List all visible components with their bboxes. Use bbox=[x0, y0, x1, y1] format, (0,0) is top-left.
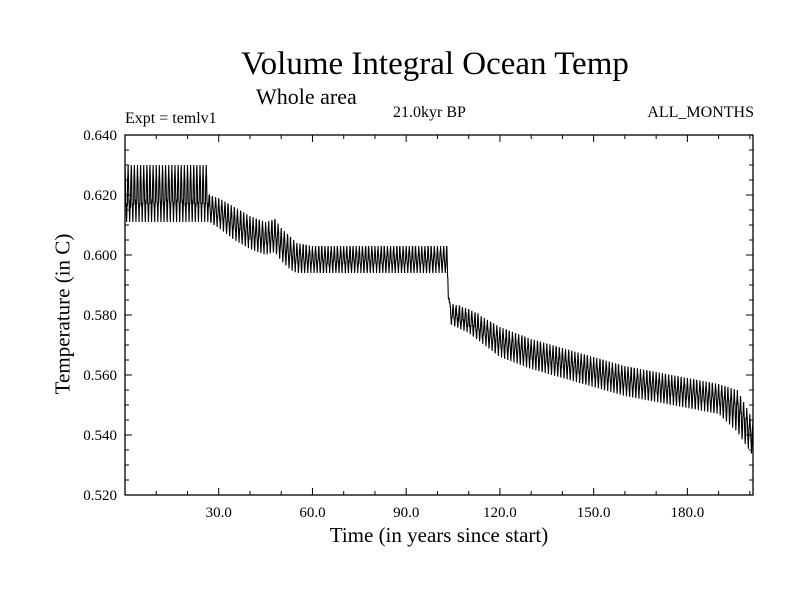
x-tick-label: 30.0 bbox=[206, 505, 232, 521]
x-tick-label: 60.0 bbox=[299, 505, 325, 521]
y-axis-label: Temperature (in C) bbox=[50, 233, 75, 395]
chart-title: Volume Integral Ocean Temp bbox=[241, 46, 629, 82]
series-line bbox=[124, 164, 754, 454]
tick-layer: 0.520 0.540 0.560 0.580 0.600 0.620 0.640 30.0 6… bbox=[83, 128, 753, 521]
y-tick-label: 0.640 bbox=[83, 128, 117, 144]
y-tick-label: 0.580 bbox=[83, 308, 117, 324]
y-tick-label: 0.600 bbox=[83, 248, 117, 264]
period-label: 21.0kyr BP bbox=[393, 104, 466, 121]
x-tick-label: 120.0 bbox=[483, 505, 517, 521]
chart-subtitle: Whole area bbox=[256, 84, 357, 109]
x-axis-label: Time (in years since start) bbox=[329, 523, 549, 547]
plot-frame bbox=[124, 134, 754, 496]
x-tick-label: 180.0 bbox=[671, 505, 705, 521]
experiment-label: Expt = temlv1 bbox=[125, 110, 217, 127]
x-tick-label: 90.0 bbox=[393, 505, 419, 521]
x-tick-label: 150.0 bbox=[577, 505, 611, 521]
y-tick-label: 0.520 bbox=[83, 488, 117, 504]
y-tick-label: 0.540 bbox=[83, 428, 117, 444]
y-tick-label: 0.620 bbox=[83, 188, 117, 204]
months-label: ALL_MONTHS bbox=[647, 104, 754, 121]
y-tick-label: 0.560 bbox=[83, 368, 117, 384]
series-layer bbox=[124, 164, 754, 454]
